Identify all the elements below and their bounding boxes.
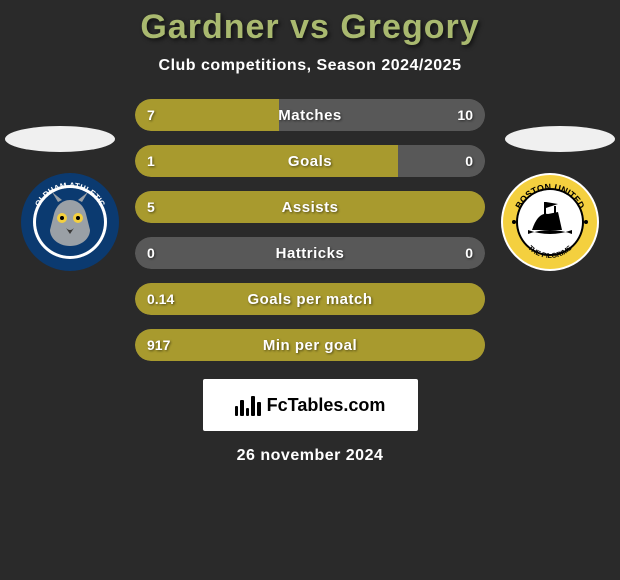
stat-label: Goals [135,145,485,177]
stat-label: Min per goal [135,329,485,361]
club-left-svg: OLDHAM ATHLETIC [20,172,120,272]
date-text: 26 november 2024 [0,447,620,465]
stat-bar: 710Matches [135,99,485,131]
brand-box[interactable]: FcTables.com [203,379,418,431]
stat-bar: 917Min per goal [135,329,485,361]
player-right-ellipse [505,126,615,152]
player-right-name: Gregory [340,8,479,46]
stat-label: Goals per match [135,283,485,315]
player-left-ellipse [5,126,115,152]
stat-bar: 5Assists [135,191,485,223]
brand-text: FcTables.com [267,395,386,416]
club-right-logo: BOSTON UNITED THE PILGRIMS [500,172,600,272]
stat-label: Assists [135,191,485,223]
club-left-logo: OLDHAM ATHLETIC [20,172,120,272]
player-left-name: Gardner [140,8,279,46]
stat-bar: 10Goals [135,145,485,177]
stat-bar: 0.14Goals per match [135,283,485,315]
subtitle: Club competitions, Season 2024/2025 [0,57,620,75]
club-right-svg: BOSTON UNITED THE PILGRIMS [500,172,600,272]
vs-text: vs [290,8,330,46]
brand-bars-icon [235,394,261,416]
stat-bar: 00Hattricks [135,237,485,269]
page-title: Gardner vs Gregory [0,8,620,47]
comparison-card: Gardner vs Gregory Club competitions, Se… [0,0,620,580]
comparison-bars: 710Matches 10Goals 5Assists 00Hattricks 0.14… [135,99,485,361]
stat-label: Matches [135,99,485,131]
stat-label: Hattricks [135,237,485,269]
